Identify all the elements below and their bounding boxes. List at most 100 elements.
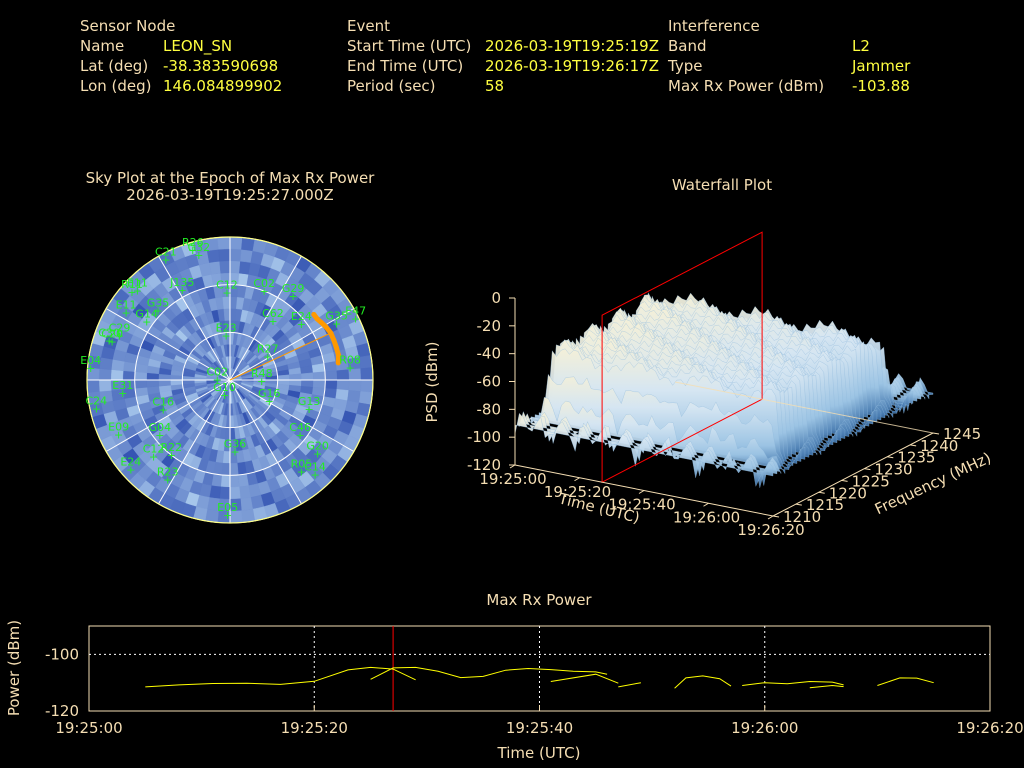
waterfall-axes: 0-20-40-60-80-100-12019:25:0019:25:2019:… [467,289,981,539]
sky-heat-cell [217,237,231,250]
satellite-cross: + [260,285,269,298]
satellite-label: G35 [147,296,170,309]
azimuth-spoke [229,379,355,452]
satellite-marker: +C12 [143,442,165,463]
z-tick-label: -40 [477,345,502,363]
y-tick-label: 1210 [783,508,821,526]
sensor-lat-key: Lat (deg) [80,57,149,75]
interference-band-key: Band [668,37,707,55]
event-start-value: 2026-03-19T19:25:19Z [485,37,659,55]
x-tick-label: 19:25:20 [544,483,611,501]
power-segment [550,673,619,684]
sky-heat-cell [241,508,256,523]
sky-heat-cell [239,485,251,499]
sky-heat-cell [241,237,256,252]
satellite-cross: + [222,330,231,343]
sky-heat-cell [312,371,326,381]
satellite-cross: + [155,429,164,442]
satellite-label: R08 [339,353,361,366]
x-tick-label: 19:25:40 [608,496,675,514]
satellite-cross: + [188,244,197,257]
satellite-cross: + [332,317,341,330]
power-series [145,626,934,711]
sky-heat-cell [358,354,373,369]
satellite-cross: + [115,329,124,342]
sky-heat-cell [87,379,100,393]
x-tick [767,515,774,520]
waterfall-z-label: PSD (dBm) [423,341,441,422]
satellite-label: C62 [262,307,284,320]
satellite-label: C02 [206,366,228,379]
y-tick [864,468,871,471]
sky-heat-cell [312,379,326,389]
z-tick-label: 0 [491,289,501,307]
sky-heat-cell [158,379,171,387]
satellite-cross: + [310,468,319,481]
satellite-label: R05 [291,457,313,470]
z-tick-label: -60 [477,373,502,391]
satellite-label: G36 [224,437,247,450]
satellite-cross: + [153,304,162,317]
satellite-cross: + [159,404,168,417]
sensor-name-value: LEON_SN [163,37,233,55]
sky-heat-cell [240,497,254,511]
event-period-key: Period (sec) [347,77,436,95]
power-segment [674,675,732,689]
sky-heat-cell [229,248,242,262]
sky-heat-cell [170,379,183,386]
sensor-node-block: Sensor Node Name LEON_SN Lat (deg) -38.383… [80,16,282,96]
sky-heat-cell [229,474,240,488]
satellite-marker: +E31 [112,379,133,400]
satellite-marker: +C02 [253,277,275,298]
satellite-marker: +R48 [251,367,273,388]
sky-heat-cell [229,260,241,274]
y-tick [910,444,917,447]
satellite-cross: + [105,335,114,348]
satellite-label: E09 [108,420,129,433]
satellite-cross: + [178,284,187,297]
satellite-cross: + [194,249,203,262]
satellite-marker: +C29 [109,321,131,342]
z-tick-label: -120 [467,456,501,474]
interference-type-key: Type [668,57,703,75]
satellite-cross: + [296,429,305,442]
satellite-label: J135 [169,276,194,289]
satellite-cross: + [121,307,130,320]
satellite-cross: + [126,463,135,476]
sky-heat-cell [324,379,338,390]
satellite-cross: + [265,395,274,408]
satellite-label: C02 [253,277,275,290]
waterfall-title: Waterfall Plot [672,176,772,194]
x-tick [574,477,580,482]
satellite-label: R27 [257,342,279,355]
sky-heatmap [87,237,373,523]
satellite-cross: + [167,449,176,462]
satellite-marker: +G16 [258,387,281,408]
satellite-label: C21 [155,245,177,258]
interference-type-value: Jammer [852,57,911,75]
satellite-cross: + [133,285,142,298]
z-tick-label: -100 [467,428,501,446]
satellite-label: R26 [182,236,204,249]
satellite-marker: +G20 [306,440,329,461]
satellite-marker: +C21 [155,245,177,266]
satellite-marker: +G35 [325,309,348,330]
y-tick [841,479,848,482]
satellite-cross: + [163,474,172,487]
waterfall-surface [514,231,934,488]
satellite-cross: + [257,375,266,388]
satellite-cross: + [223,509,232,522]
sky-heat-cell [221,462,231,476]
azimuth-spoke [158,379,231,505]
satellite-marker: +R08 [339,353,361,374]
sky-heat-cell [219,486,231,500]
y-tick [795,503,802,506]
satellite-cross: + [161,253,170,266]
satellite-marker: +G29 [282,282,305,303]
x-tick [703,502,709,507]
satellite-label: C12 [143,442,165,455]
sky-heat-cell [134,371,148,381]
power-segment [742,680,844,686]
satellite-cross: + [86,362,95,375]
horizon-ring [86,236,374,524]
